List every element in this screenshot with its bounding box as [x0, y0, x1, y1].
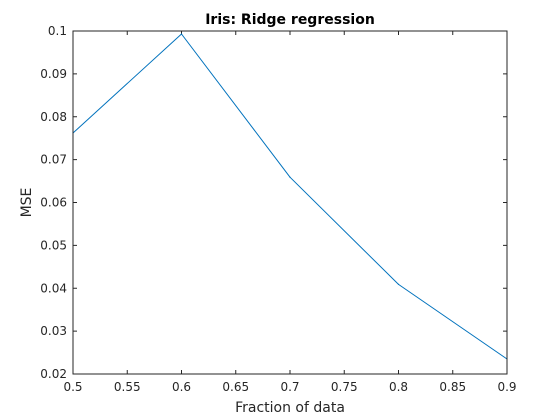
x-tick-label: 0.75 [331, 380, 358, 394]
y-tick-label: 0.02 [40, 367, 67, 381]
x-tick-label: 0.85 [439, 380, 466, 394]
x-tick-label: 0.5 [63, 380, 82, 394]
chart-title: Iris: Ridge regression [205, 12, 375, 28]
y-tick-label: 0.09 [40, 67, 67, 81]
y-tick-label: 0.05 [40, 238, 67, 252]
plot-area-frame [72, 30, 508, 375]
y-tick-label: 0.07 [40, 153, 67, 167]
series-group [72, 33, 508, 360]
x-tick-label: 0.65 [222, 380, 249, 394]
x-tick-label: 0.55 [114, 380, 141, 394]
y-tick-label: 0.1 [48, 24, 67, 38]
x-tick-label: 0.7 [280, 380, 299, 394]
data-point [397, 283, 400, 285]
y-tick-labels: 0.02 0.03 0.04 0.05 0.06 0.07 0.08 0.09 0.1 [40, 24, 67, 381]
y-axis-label: MSE [19, 188, 35, 218]
y-tick-label: 0.04 [40, 281, 67, 295]
x-tick-labels: 0.5 0.55 0.6 0.65 0.7 0.75 0.8 0.85 0.9 [63, 380, 516, 394]
x-tick-label: 0.6 [172, 380, 191, 394]
y-tick-label: 0.06 [40, 196, 67, 210]
y-tick-label: 0.08 [40, 110, 67, 124]
y-tick-label: 0.03 [40, 324, 67, 338]
x-tick-label: 0.8 [389, 380, 408, 394]
data-point [180, 33, 183, 35]
data-point [289, 176, 291, 178]
tick-marks [72, 30, 508, 375]
series-line-1 [72, 33, 508, 360]
x-tick-label: 0.9 [497, 380, 516, 394]
x-axis-label: Fraction of data [235, 400, 345, 416]
